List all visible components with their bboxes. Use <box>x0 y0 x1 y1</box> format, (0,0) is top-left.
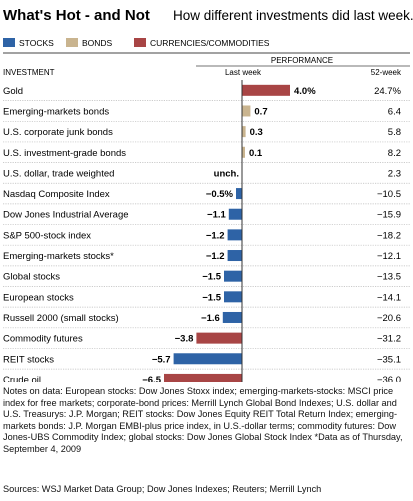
week52-value: −36.0 <box>377 375 401 382</box>
performance-bar <box>224 270 242 282</box>
performance-label: −6.5 <box>142 375 161 382</box>
legend: STOCKS BONDS CURRENCIES/COMMODITIES <box>3 38 270 48</box>
sources: Sources: WSJ Market Data Group; Dow Jone… <box>3 484 322 494</box>
performance-bar <box>222 311 242 323</box>
investment-name: Emerging-markets bonds <box>3 106 109 117</box>
investment-name: Commodity futures <box>3 334 83 345</box>
investment-name: REIT stocks <box>3 354 54 365</box>
week52-value: −35.1 <box>377 354 401 365</box>
performance-label: −1.1 <box>207 210 226 221</box>
legend-swatch <box>134 38 146 47</box>
legend-swatch <box>3 38 15 47</box>
investment-header: INVESTMENT <box>3 68 55 77</box>
performance-bar <box>196 332 242 344</box>
performance-label: 0.1 <box>249 148 263 159</box>
legend-label: CURRENCIES/COMMODITIES <box>150 38 270 48</box>
performance-label: 0.7 <box>254 106 267 117</box>
performance-chart: What's Hot - and Not How different inves… <box>3 7 413 382</box>
week52-value: 24.7% <box>374 86 401 97</box>
performance-label: −0.5% <box>206 189 234 200</box>
week52-value: −18.2 <box>377 230 401 241</box>
performance-bar <box>227 229 242 241</box>
performance-label: −1.2 <box>206 230 225 241</box>
week52-value: −12.1 <box>377 251 401 262</box>
chart-subtitle: How different investments did last week. <box>173 8 413 23</box>
week52-value: −15.9 <box>377 210 401 221</box>
week52-value: 8.2 <box>388 148 401 159</box>
performance-label: −1.2 <box>206 251 225 262</box>
investment-name: Dow Jones Industrial Average <box>3 210 129 221</box>
performance-label: −1.5 <box>202 272 221 283</box>
week52-value: 6.4 <box>388 106 401 117</box>
notes: Notes on data: European stocks: Dow Jone… <box>3 386 403 454</box>
performance-bar <box>227 250 242 262</box>
investment-name: Emerging-markets stocks* <box>3 251 114 262</box>
legend-label: STOCKS <box>19 38 54 48</box>
performance-header: PERFORMANCE <box>271 56 333 65</box>
week52-value: −10.5 <box>377 189 401 200</box>
legend-swatch <box>66 38 78 47</box>
performance-label: −3.8 <box>175 334 194 345</box>
week52-value: −20.6 <box>377 313 401 324</box>
week52-value: 2.3 <box>388 168 401 179</box>
performance-bar <box>242 84 290 96</box>
investment-name: U.S. corporate junk bonds <box>3 127 113 138</box>
chart-rows: Gold 4.0% 24.7% Emerging-markets bonds 0.7 6.… <box>3 80 410 382</box>
week52-value: −13.5 <box>377 272 401 283</box>
performance-label: −1.6 <box>201 313 220 324</box>
performance-label: 4.0% <box>294 86 316 97</box>
legend-label: BONDS <box>82 38 113 48</box>
investment-name: U.S. investment-grade bonds <box>3 148 126 159</box>
week52-value: 5.8 <box>388 127 401 138</box>
performance-label: 0.3 <box>250 127 263 138</box>
week52-value: −14.1 <box>377 292 401 303</box>
performance-bar <box>224 291 242 303</box>
performance-bar <box>242 146 245 158</box>
performance-bar <box>236 188 242 200</box>
performance-bar <box>242 105 251 117</box>
investment-name: Nasdaq Composite Index <box>3 189 110 200</box>
chart-title: What's Hot - and Not <box>3 7 150 24</box>
performance-label: unch. <box>214 168 239 179</box>
investment-name: Gold <box>3 86 23 97</box>
last-week-header: Last week <box>225 68 262 77</box>
investment-name: Global stocks <box>3 272 60 283</box>
performance-label: −5.7 <box>152 354 171 365</box>
week52-value: −31.2 <box>377 334 401 345</box>
performance-bar <box>164 373 242 382</box>
performance-bar <box>242 126 246 138</box>
performance-bar <box>228 208 242 220</box>
investment-name: European stocks <box>3 292 74 303</box>
performance-bar <box>173 353 242 365</box>
investment-name: S&P 500-stock index <box>3 230 91 241</box>
investment-name: U.S. dollar, trade weighted <box>3 168 114 179</box>
investment-name: Russell 2000 (small stocks) <box>3 313 119 324</box>
week52-header: 52-week <box>371 68 402 77</box>
performance-label: −1.5 <box>202 292 221 303</box>
investment-name: Crude oil <box>3 375 41 382</box>
